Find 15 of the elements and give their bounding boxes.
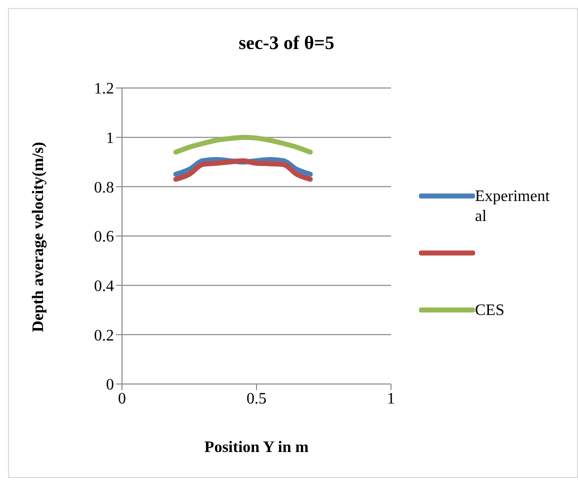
legend-label: Experimental [475, 187, 551, 227]
y-tick-label: 1.2 [94, 80, 114, 98]
y-tick-label: 1 [106, 130, 114, 148]
y-tick-label: 0.6 [94, 228, 114, 246]
y-tick-label: 0.2 [94, 327, 114, 344]
y-tick-label: 0 [106, 376, 114, 394]
x-axis-title: Position Y in m [203, 439, 310, 457]
y-tick-label: 0.4 [94, 278, 114, 296]
y-tick-label: 0.8 [94, 179, 114, 196]
legend-label: CES [475, 301, 506, 321]
x-tick-label: 1 [387, 390, 395, 408]
x-tick-label: 0.5 [246, 390, 266, 408]
y-axis-title: Depth average velocity(m/s) [30, 142, 48, 332]
x-tick-label: 0 [118, 390, 126, 408]
chart-title: sec-3 of θ=5 [238, 33, 336, 55]
